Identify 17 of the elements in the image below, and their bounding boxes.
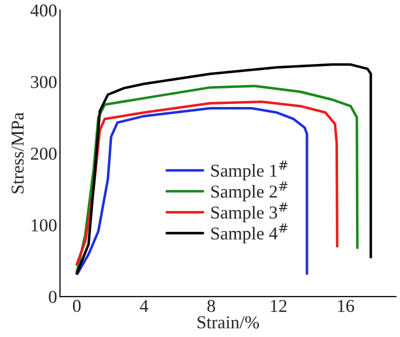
line-series bbox=[76, 106, 308, 275]
x-tick-label: 12 bbox=[270, 300, 286, 312]
x-tick-label: 4 bbox=[140, 300, 148, 312]
x-tick-label: 16 bbox=[338, 300, 354, 312]
legend-label: Sample 1$^{#}$ bbox=[211, 160, 288, 180]
y-tick-label: 200 bbox=[30, 148, 57, 160]
y-tick-label: 300 bbox=[31, 76, 57, 88]
y-tick-label: 400 bbox=[30, 4, 57, 17]
legend-label: Sample 3$^{#}$ bbox=[211, 202, 288, 222]
x-axis-title: Strain/% bbox=[198, 316, 259, 328]
x-tick-label: 0 bbox=[72, 300, 81, 312]
y-tick-label: 0 bbox=[48, 290, 57, 303]
legend-label: Sample 4$^{#}$ bbox=[211, 223, 288, 244]
y-axis-title: Stress/MPa bbox=[12, 112, 24, 194]
legend-label: Sample 2$^{#}$ bbox=[211, 182, 288, 202]
y-tick-label: 100 bbox=[32, 219, 57, 232]
x-tick-label: 8 bbox=[207, 300, 216, 312]
